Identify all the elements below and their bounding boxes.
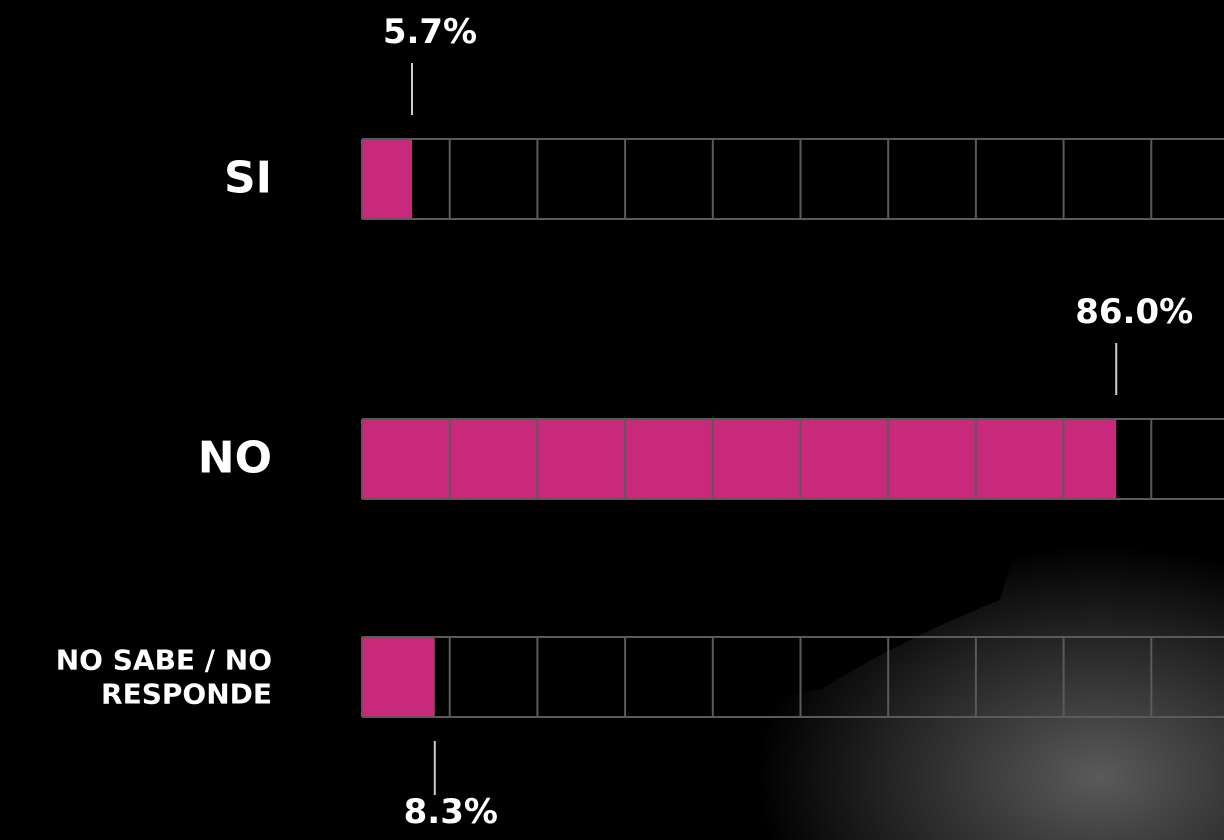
bar <box>362 419 1116 499</box>
value-label: 8.3% <box>404 792 498 832</box>
bar <box>362 637 435 717</box>
category-label: SI <box>0 153 272 206</box>
category-label: NO SABE / NO RESPONDE <box>22 643 272 710</box>
category-label: NO <box>0 433 272 486</box>
page: 5.7%86.0%8.3% SINONO SABE / NO RESPONDE … <box>0 0 1224 840</box>
chart: 5.7% 86.0% 8.3% <box>0 0 1224 840</box>
value-label: 86.0% <box>1075 292 1193 332</box>
value-label: 5.7% <box>383 12 477 52</box>
bar <box>362 139 412 219</box>
